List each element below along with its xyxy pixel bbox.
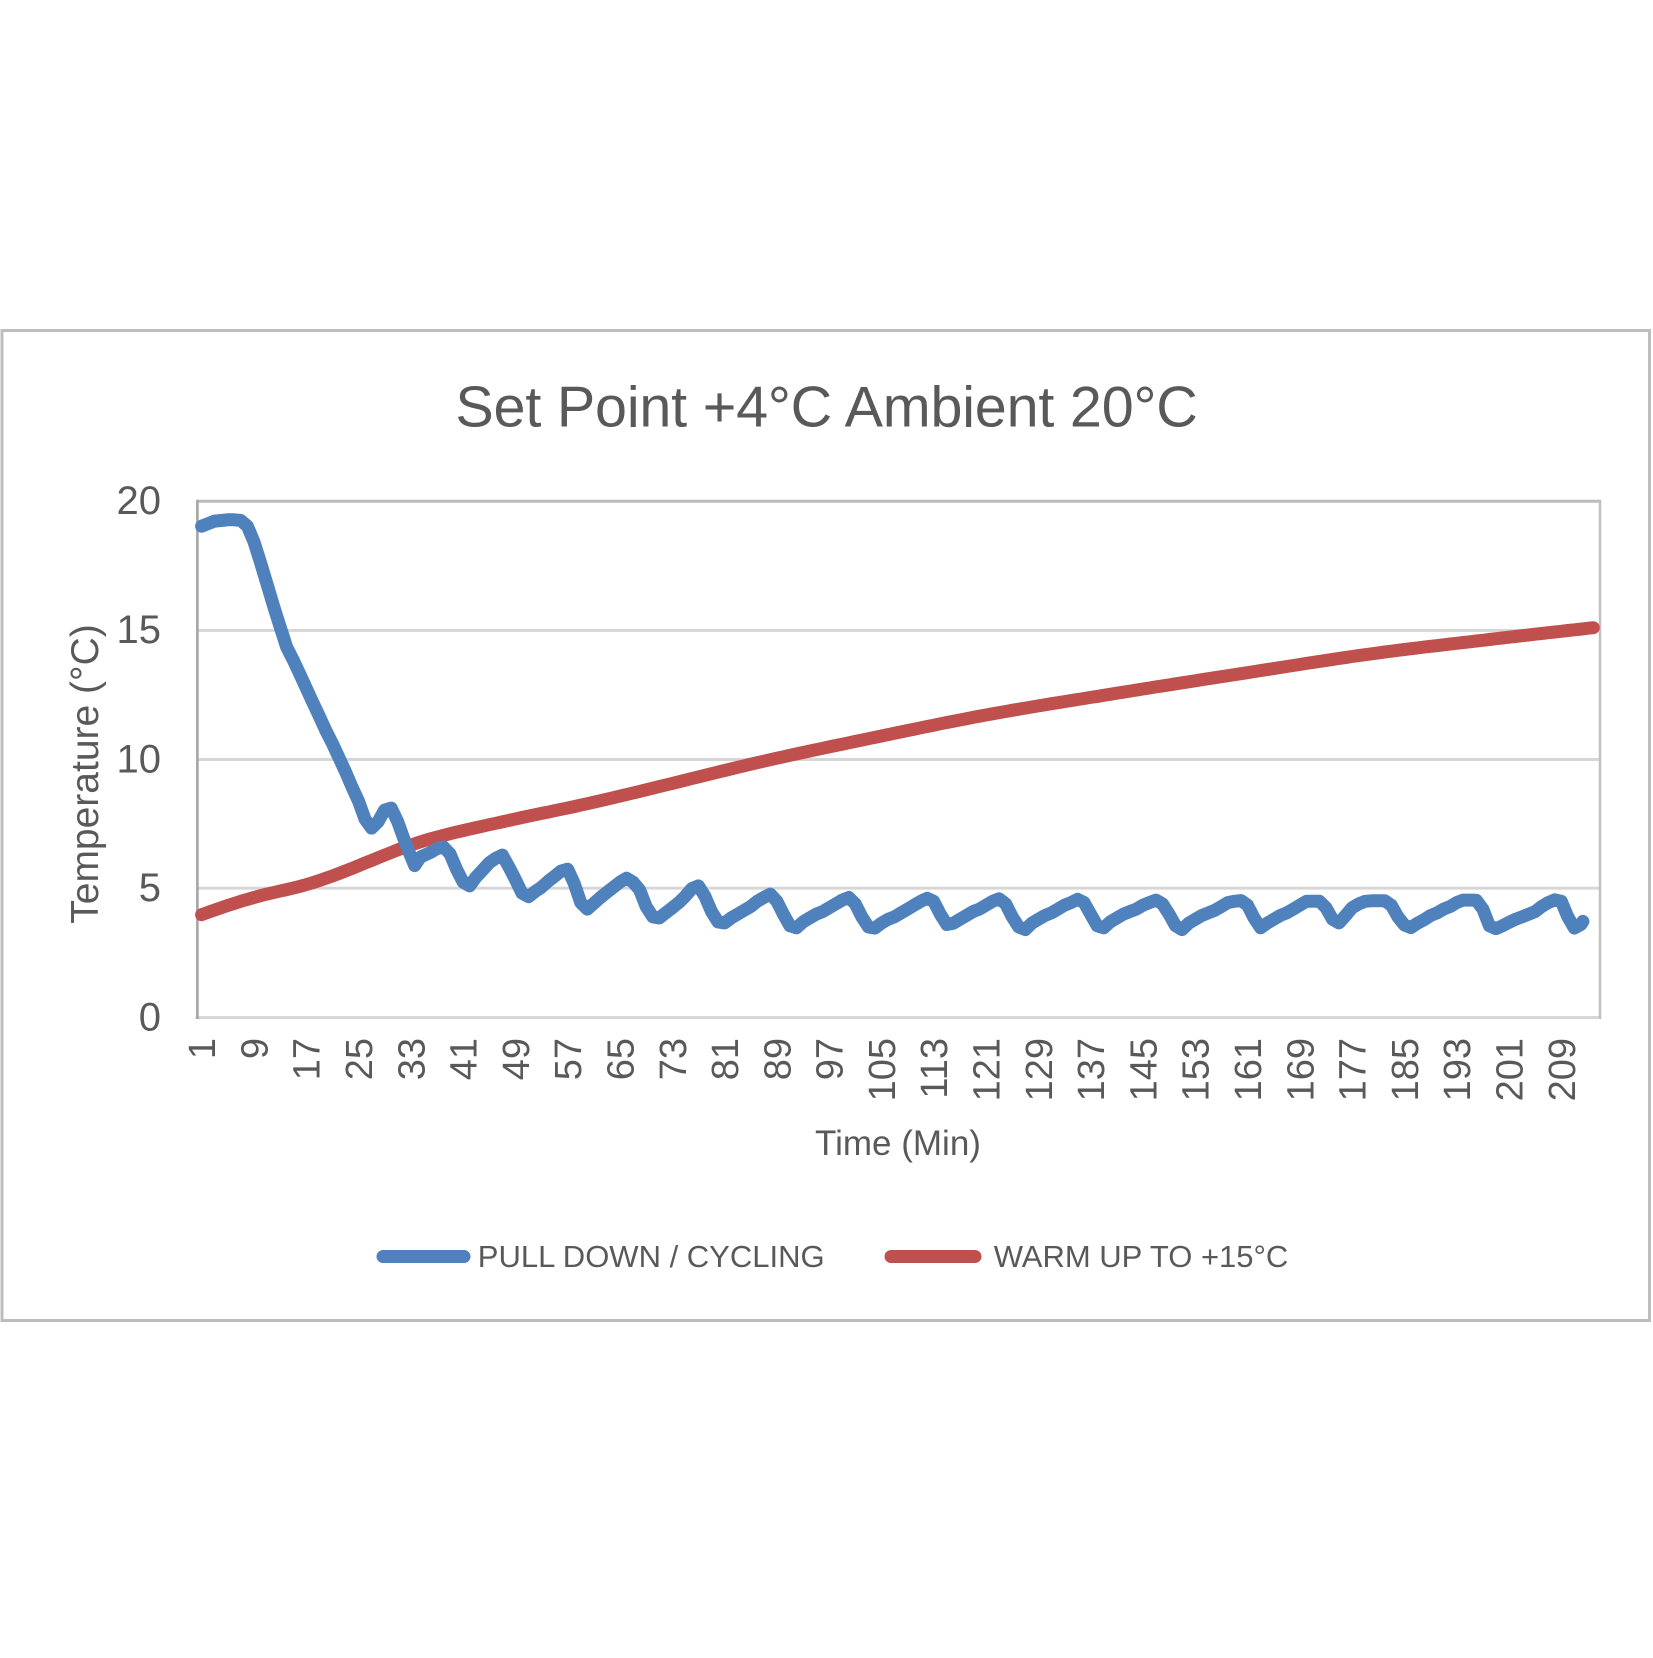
svg-text:20: 20: [117, 479, 162, 523]
svg-text:97: 97: [810, 1038, 852, 1080]
svg-text:Temperature (°C): Temperature (°C): [64, 624, 107, 924]
svg-text:PULL DOWN / CYCLING: PULL DOWN / CYCLING: [478, 1239, 825, 1274]
svg-text:Time (Min): Time (Min): [815, 1124, 981, 1163]
svg-text:209: 209: [1542, 1038, 1584, 1101]
svg-text:129: 129: [1019, 1038, 1061, 1101]
svg-text:33: 33: [391, 1038, 433, 1080]
svg-text:9: 9: [234, 1038, 276, 1059]
svg-text:5: 5: [139, 866, 161, 910]
svg-text:145: 145: [1123, 1038, 1165, 1101]
svg-text:201: 201: [1490, 1038, 1532, 1101]
svg-text:105: 105: [862, 1038, 904, 1101]
svg-text:185: 185: [1385, 1038, 1427, 1101]
svg-text:81: 81: [705, 1038, 747, 1080]
svg-text:153: 153: [1176, 1038, 1218, 1101]
svg-text:137: 137: [1071, 1038, 1113, 1101]
svg-text:161: 161: [1228, 1038, 1270, 1101]
svg-text:193: 193: [1437, 1038, 1479, 1101]
svg-text:WARM UP TO +15°C: WARM UP TO +15°C: [994, 1239, 1289, 1274]
svg-text:89: 89: [757, 1038, 799, 1080]
svg-text:49: 49: [496, 1038, 538, 1080]
svg-text:73: 73: [653, 1038, 695, 1080]
svg-text:25: 25: [339, 1038, 381, 1080]
svg-text:169: 169: [1280, 1038, 1322, 1101]
svg-text:57: 57: [548, 1038, 590, 1080]
svg-text:41: 41: [444, 1038, 486, 1080]
svg-text:113: 113: [914, 1038, 956, 1099]
svg-text:Set Point +4°C Ambient 20°C: Set Point +4°C Ambient 20°C: [455, 376, 1197, 440]
svg-text:65: 65: [601, 1038, 643, 1080]
svg-text:17: 17: [287, 1038, 329, 1080]
svg-text:10: 10: [117, 737, 162, 781]
svg-text:177: 177: [1333, 1038, 1375, 1101]
svg-text:15: 15: [117, 608, 162, 652]
svg-text:121: 121: [967, 1038, 1009, 1101]
svg-text:0: 0: [139, 995, 161, 1039]
svg-text:1: 1: [182, 1038, 224, 1059]
